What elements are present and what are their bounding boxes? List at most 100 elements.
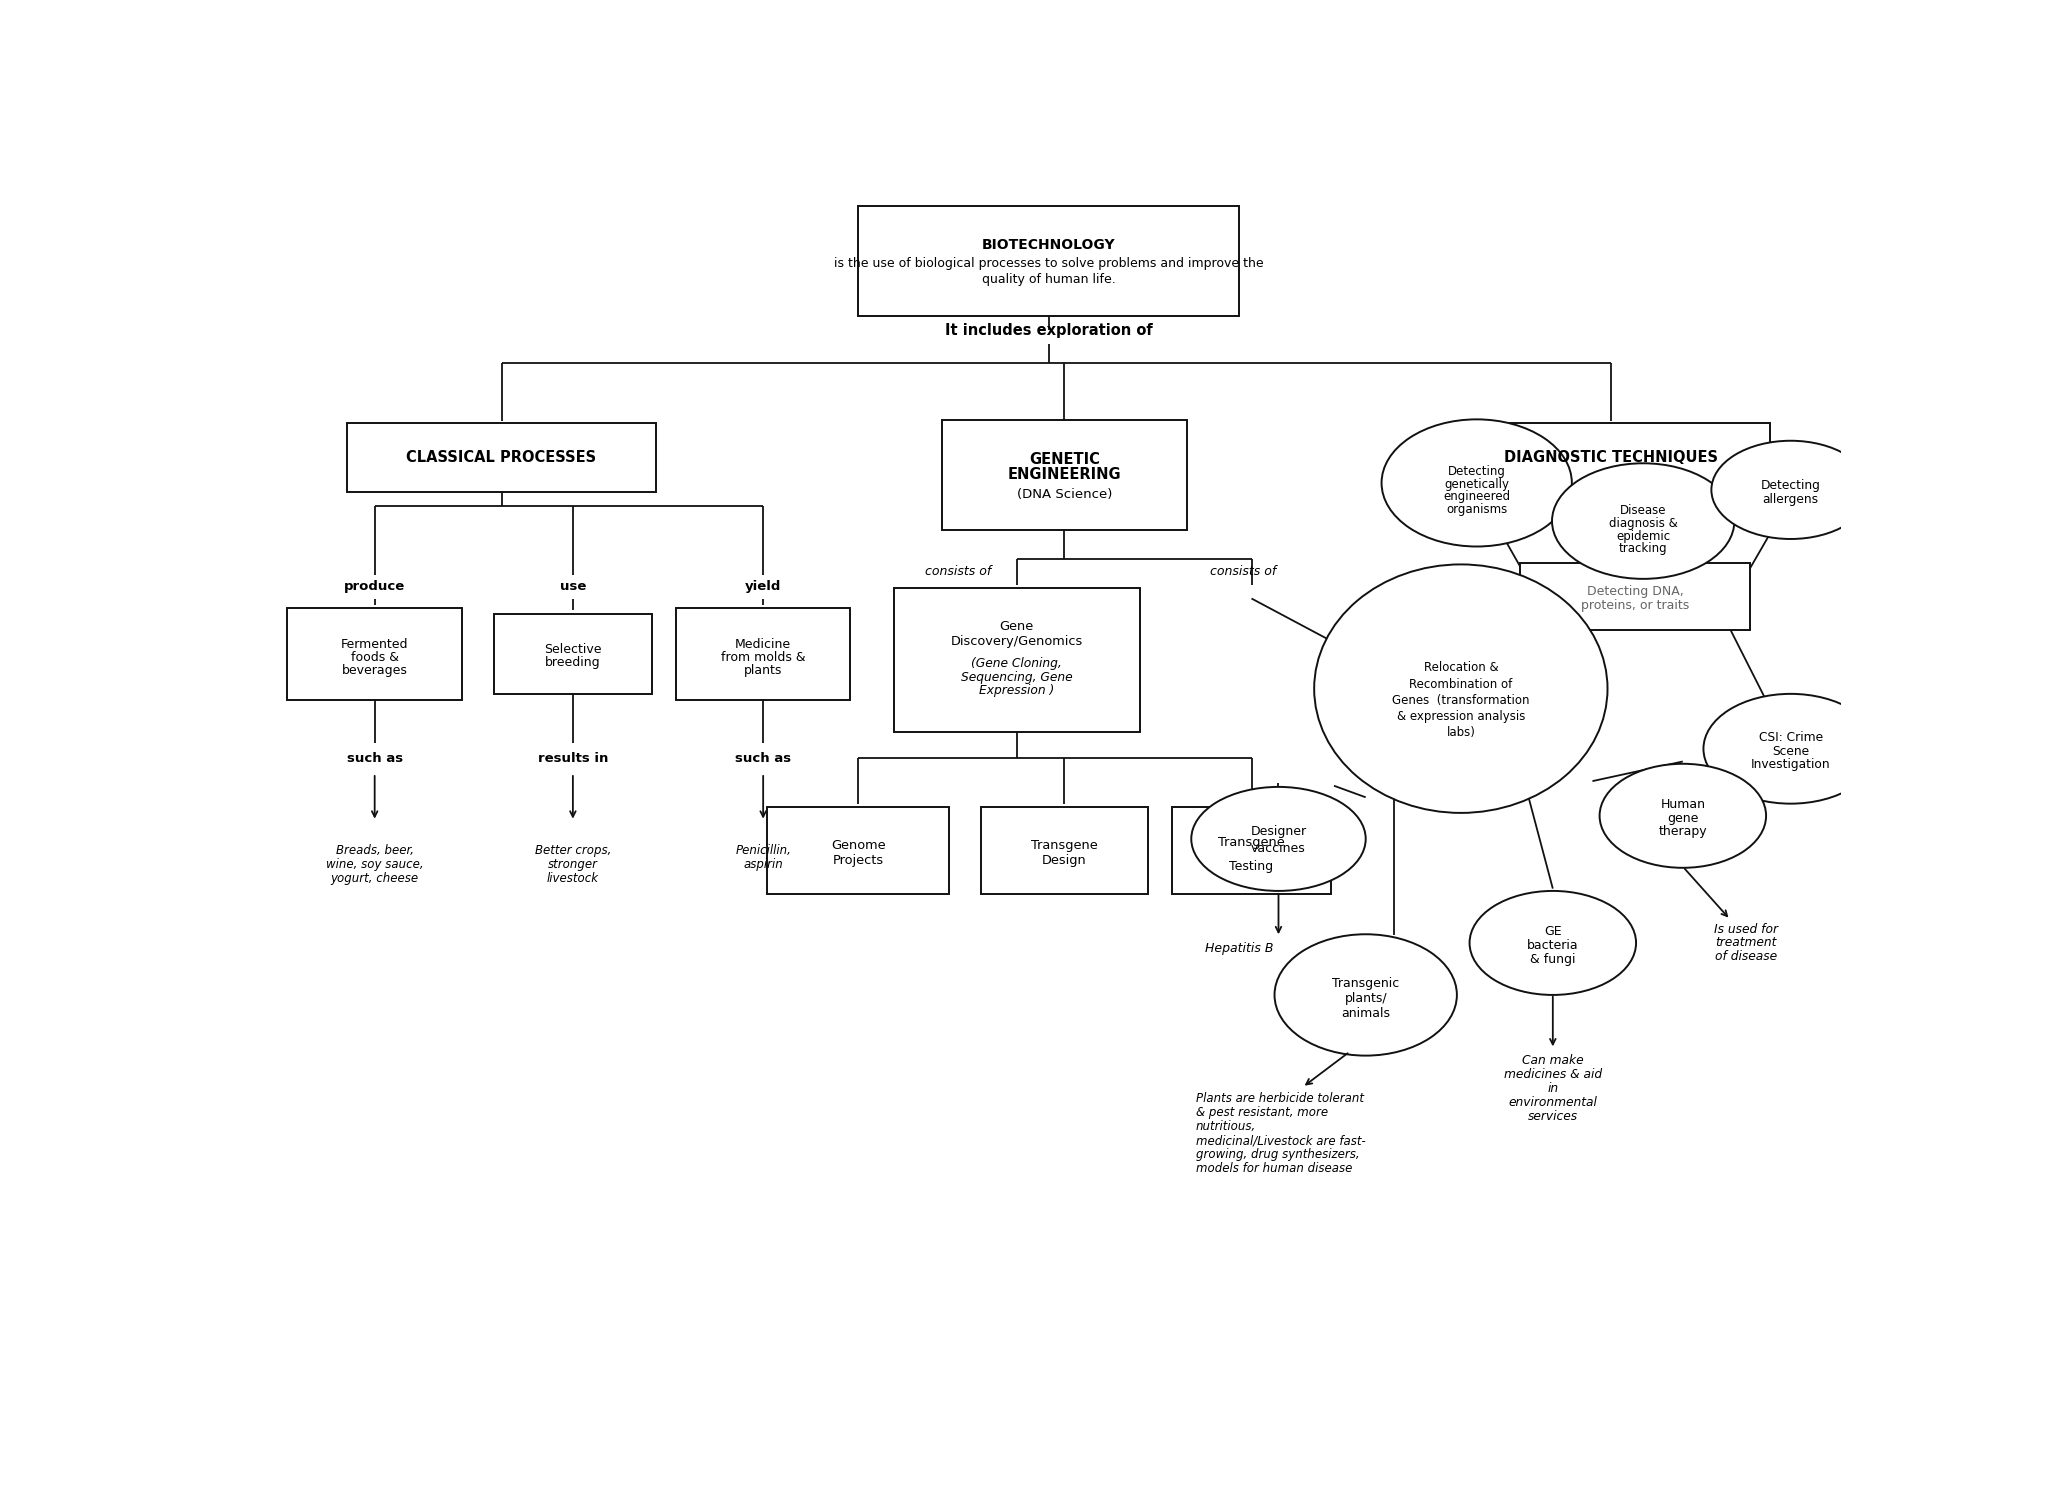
Ellipse shape	[1381, 419, 1571, 546]
Text: foods &: foods &	[350, 651, 399, 663]
Bar	[767, 808, 949, 893]
Text: in: in	[1547, 1082, 1559, 1096]
Text: services: services	[1528, 1109, 1577, 1123]
Text: BIOTECHNOLOGY: BIOTECHNOLOGY	[982, 237, 1115, 252]
Ellipse shape	[1469, 892, 1637, 995]
Text: aspirin: aspirin	[743, 859, 784, 871]
Text: Detecting DNA,: Detecting DNA,	[1588, 585, 1684, 597]
Bar	[1453, 423, 1770, 492]
Text: CLASSICAL PROCESSES: CLASSICAL PROCESSES	[407, 450, 597, 465]
Text: diagnosis &: diagnosis &	[1608, 516, 1678, 530]
Text: & pest resistant, more: & pest resistant, more	[1197, 1106, 1328, 1120]
Text: Disease: Disease	[1620, 504, 1665, 518]
Text: Designer: Designer	[1250, 826, 1307, 839]
Text: Medicine: Medicine	[735, 638, 792, 651]
Text: use: use	[561, 581, 585, 593]
Text: engineered: engineered	[1442, 491, 1510, 503]
Text: of disease: of disease	[1715, 950, 1778, 964]
Bar	[894, 587, 1140, 732]
Text: tracking: tracking	[1618, 542, 1667, 555]
Text: epidemic: epidemic	[1616, 530, 1670, 542]
Text: Is used for: Is used for	[1715, 923, 1778, 935]
Text: Transgene: Transgene	[1217, 836, 1285, 850]
Bar	[286, 608, 462, 699]
Text: from molds &: from molds &	[720, 651, 806, 663]
Text: bacteria: bacteria	[1526, 938, 1580, 952]
Text: Transgene: Transgene	[1031, 839, 1099, 853]
Text: allergens: allergens	[1762, 492, 1819, 506]
Text: Scene: Scene	[1772, 744, 1809, 758]
Text: such as: such as	[735, 752, 792, 764]
Text: Human: Human	[1661, 797, 1704, 811]
Text: GENETIC: GENETIC	[1029, 452, 1101, 467]
Text: & fungi: & fungi	[1530, 953, 1575, 965]
Text: nutritious,: nutritious,	[1197, 1120, 1256, 1133]
Text: results in: results in	[538, 752, 608, 764]
Text: Sequencing, Gene: Sequencing, Gene	[962, 671, 1072, 683]
Text: growing, drug synthesizers,: growing, drug synthesizers,	[1197, 1148, 1361, 1160]
Text: vaccines: vaccines	[1250, 842, 1305, 854]
Text: GE: GE	[1545, 925, 1561, 938]
Text: quality of human life.: quality of human life.	[982, 273, 1115, 287]
Text: Detecting: Detecting	[1449, 465, 1506, 477]
Text: CSI: Crime: CSI: Crime	[1760, 731, 1823, 743]
Text: environmental: environmental	[1508, 1096, 1598, 1109]
Text: stronger: stronger	[548, 859, 597, 871]
Text: yogurt, cheese: yogurt, cheese	[331, 872, 419, 884]
Bar	[982, 808, 1148, 893]
Text: Can make: Can make	[1522, 1054, 1584, 1067]
Text: consists of: consists of	[1211, 566, 1277, 578]
Text: yield: yield	[745, 581, 782, 593]
Text: Projects: Projects	[833, 854, 884, 868]
Ellipse shape	[1275, 934, 1457, 1055]
Text: Better crops,: Better crops,	[534, 844, 612, 857]
Text: plants/: plants/	[1344, 992, 1387, 1004]
Text: Transgenic: Transgenic	[1332, 977, 1399, 989]
Text: Testing: Testing	[1230, 860, 1273, 874]
Text: treatment: treatment	[1717, 937, 1776, 950]
Text: Penicillin,: Penicillin,	[735, 844, 792, 857]
Text: Hepatitis B: Hepatitis B	[1205, 943, 1273, 955]
Text: livestock: livestock	[546, 872, 599, 884]
Text: (DNA Science): (DNA Science)	[1017, 488, 1113, 501]
Text: gene: gene	[1667, 812, 1698, 824]
Ellipse shape	[1191, 787, 1367, 892]
Text: breeding: breeding	[544, 656, 602, 668]
Ellipse shape	[1600, 764, 1766, 868]
Text: consists of: consists of	[925, 566, 992, 578]
Text: such as: such as	[346, 752, 403, 764]
Ellipse shape	[1704, 693, 1878, 803]
Text: Recombination of: Recombination of	[1410, 677, 1512, 690]
Bar	[348, 423, 657, 492]
Text: medicines & aid: medicines & aid	[1504, 1069, 1602, 1081]
Text: Investigation: Investigation	[1751, 758, 1831, 772]
Text: It includes exploration of: It includes exploration of	[945, 323, 1152, 338]
Bar	[1172, 808, 1330, 893]
Text: labs): labs)	[1447, 726, 1475, 738]
Text: Detecting: Detecting	[1762, 479, 1821, 492]
Text: Fermented: Fermented	[342, 638, 409, 651]
Text: Gene: Gene	[1000, 620, 1033, 633]
Text: Genes  (transformation: Genes (transformation	[1391, 693, 1530, 707]
Text: Discovery/Genomics: Discovery/Genomics	[951, 635, 1082, 648]
Text: genetically: genetically	[1444, 477, 1510, 491]
Text: Breads, beer,: Breads, beer,	[336, 844, 413, 857]
Text: proteins, or traits: proteins, or traits	[1582, 599, 1690, 612]
Text: therapy: therapy	[1659, 826, 1706, 839]
Text: DIAGNOSTIC TECHNIQUES: DIAGNOSTIC TECHNIQUES	[1504, 450, 1719, 465]
Text: produce: produce	[344, 581, 405, 593]
Text: models for human disease: models for human disease	[1197, 1162, 1352, 1175]
Text: ENGINEERING: ENGINEERING	[1007, 467, 1121, 482]
Text: Design: Design	[1041, 854, 1086, 868]
Text: wine, soy sauce,: wine, soy sauce,	[325, 859, 424, 871]
Bar	[1520, 563, 1749, 630]
Bar	[859, 206, 1240, 315]
Bar	[941, 420, 1187, 530]
Text: Genome: Genome	[831, 839, 886, 853]
Text: organisms: organisms	[1447, 503, 1508, 516]
Text: beverages: beverages	[342, 663, 407, 677]
Text: is the use of biological processes to solve problems and improve the: is the use of biological processes to so…	[835, 257, 1262, 270]
Bar	[493, 614, 653, 695]
Ellipse shape	[1710, 441, 1870, 539]
Text: Plants are herbicide tolerant: Plants are herbicide tolerant	[1197, 1093, 1365, 1105]
